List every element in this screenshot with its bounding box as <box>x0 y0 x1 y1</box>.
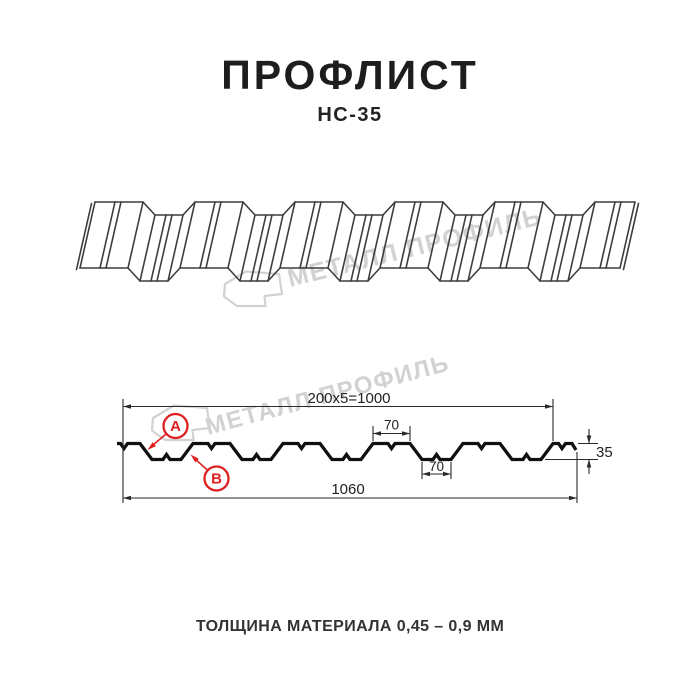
callout-b-arrowhead <box>190 454 199 463</box>
material-thickness-caption: ТОЛЩИНА МАТЕРИАЛА 0,45 – 0,9 ММ <box>195 618 505 635</box>
dim-rib-top-label: 70 <box>384 418 399 433</box>
dim-top-total-label: 200x5=1000 <box>308 390 391 407</box>
callout-b-circle <box>203 465 230 492</box>
callout-a-label: A <box>170 418 181 435</box>
watermark-logo-1 <box>222 270 284 308</box>
callout-b-leader <box>194 458 208 471</box>
dim-height-label: 35 <box>596 444 613 461</box>
watermark-logo-2 <box>150 404 212 442</box>
profile-model-code: НС-35 <box>317 104 383 126</box>
callout-a <box>147 412 189 450</box>
callout-b <box>190 454 230 492</box>
profile-3d-drawing <box>75 201 640 282</box>
watermark-1: МЕТАЛЛ ПРОФИЛЬ <box>285 202 545 292</box>
callout-b-label: B <box>211 471 222 488</box>
callout-a-circle <box>162 412 189 440</box>
dimension-labels: 200x5=1000 70 70 35 1060 <box>308 390 613 498</box>
watermark-text: МЕТАЛЛ ПРОФИЛЬ <box>285 202 545 292</box>
page-title: ПРОФЛИСТ <box>221 52 479 98</box>
callout-a-leader <box>151 433 167 447</box>
cross-section-drawing <box>117 399 598 503</box>
callout-a-arrowhead <box>147 442 156 450</box>
dim-overall-width-label: 1060 <box>331 481 364 498</box>
dim-rib-bottom-label: 70 <box>429 459 444 474</box>
